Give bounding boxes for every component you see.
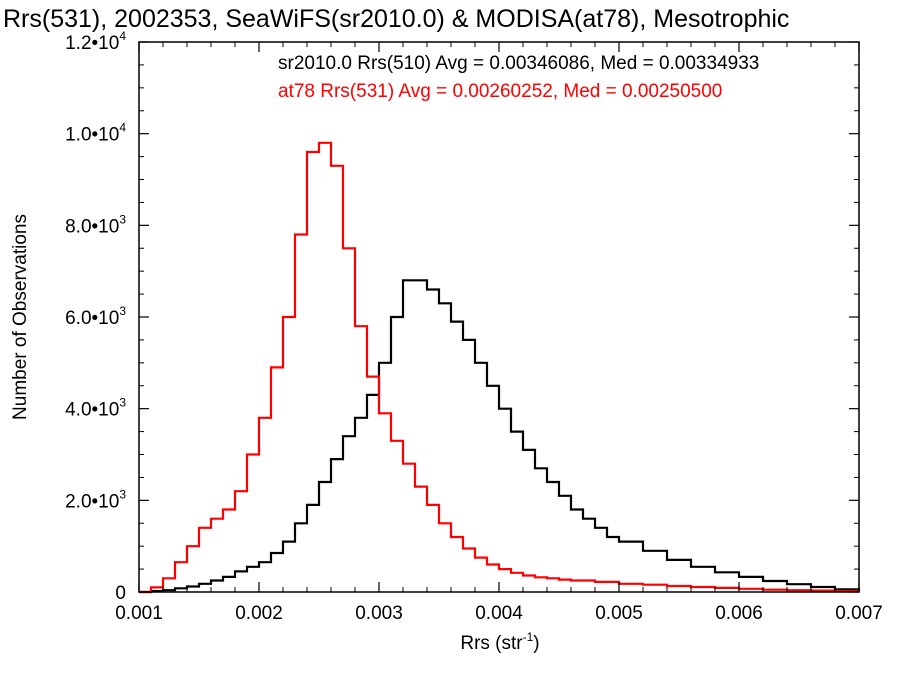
annotation-sr2010: sr2010.0 Rrs(510) Avg = 0.00346086, Med …	[278, 53, 759, 74]
x-tick-label: 0.004	[475, 603, 523, 624]
y-tick-label: 0	[115, 583, 126, 604]
series-layer	[139, 141, 861, 594]
x-tick-label: 0.002	[235, 603, 283, 624]
y-tick-label: 4.0•103	[65, 396, 126, 421]
y-axis-title: Number of Observations	[10, 214, 31, 420]
x-axis-title-suffix: )	[533, 633, 539, 654]
y-tick-label: 1.0•104	[65, 121, 126, 146]
x-tick-label: 0.003	[355, 603, 403, 624]
series-0-line	[139, 279, 861, 594]
x-tick-label: 0.005	[595, 603, 643, 624]
tick-layer: 0.001 0.002 0.003 0.004 0.005 0.006 0.007 0 2.0•…	[65, 29, 883, 624]
x-tick-label: 0.001	[115, 603, 163, 624]
series-1	[139, 141, 861, 594]
series-0	[139, 279, 861, 594]
x-axis-title: Rrs (str-1)	[460, 630, 539, 654]
annotation-at78: at78 Rrs(531) Avg = 0.00260252, Med = 0.…	[278, 81, 722, 102]
x-axis-title-text: Rrs (str	[460, 633, 523, 654]
x-tick-label: 0.006	[715, 603, 763, 624]
x-tick-label: 0.007	[835, 603, 883, 624]
y-tick-label: 2.0•103	[65, 487, 126, 512]
x-axis-title-exponent: -1	[523, 630, 534, 644]
chart-title: Rrs(531), 2002353, SeaWiFS(sr2010.0) & M…	[3, 5, 789, 33]
y-tick-label: 6.0•103	[65, 304, 126, 329]
series-1-line	[139, 141, 861, 594]
y-tick-label: 1.2•104	[65, 29, 126, 54]
y-tick-label: 8.0•103	[65, 212, 126, 237]
